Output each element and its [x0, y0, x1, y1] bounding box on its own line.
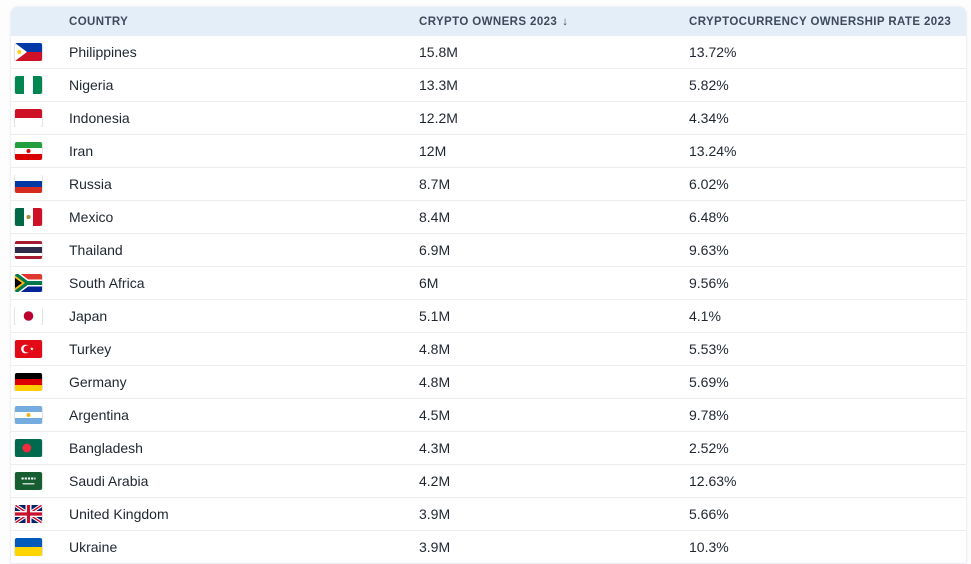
owners-value: 4.3M [419, 440, 451, 456]
table-row: Turkey 4.8M 5.53% [11, 333, 966, 366]
rate-value: 4.1% [689, 308, 721, 324]
country-name: Iran [69, 143, 94, 159]
owners-value: 4.5M [419, 407, 451, 423]
table-row: United Kingdom 3.9M 5.66% [11, 498, 966, 531]
table-row: Philippines 15.8M 13.72% [11, 36, 966, 69]
united-kingdom-flag [15, 505, 42, 523]
thailand-flag [15, 241, 42, 259]
table-header-row: COUNTRY CRYPTO OWNERS 2023 ↓ CRYPTOCURREN… [11, 7, 966, 36]
rate-value: 13.24% [689, 143, 737, 159]
saudi-arabia-flag [15, 472, 42, 490]
rate-value: 6.02% [689, 176, 729, 192]
south-africa-flag [15, 274, 42, 292]
owners-value: 3.9M [419, 506, 451, 522]
crypto-ownership-table: COUNTRY CRYPTO OWNERS 2023 ↓ CRYPTOCURREN… [10, 6, 967, 564]
country-name: Thailand [69, 242, 123, 258]
rate-value: 13.72% [689, 44, 737, 60]
table-row: Nigeria 13.3M 5.82% [11, 69, 966, 102]
owners-value: 4.8M [419, 341, 451, 357]
owners-value: 6.9M [419, 242, 451, 258]
owners-value: 3.9M [419, 539, 451, 555]
country-name: Argentina [69, 407, 129, 423]
rate-value: 5.53% [689, 341, 729, 357]
country-name: Philippines [69, 44, 137, 60]
country-name: Nigeria [69, 77, 114, 93]
country-name: Indonesia [69, 110, 130, 126]
philippines-flag [15, 43, 42, 61]
rate-value: 2.52% [689, 440, 729, 456]
owners-value: 8.7M [419, 176, 451, 192]
owners-value: 8.4M [419, 209, 451, 225]
owners-value: 4.8M [419, 374, 451, 390]
owners-value: 13.3M [419, 77, 458, 93]
rate-value: 5.82% [689, 77, 729, 93]
table-row: Argentina 4.5M 9.78% [11, 399, 966, 432]
country-name: Russia [69, 176, 112, 192]
country-name: Bangladesh [69, 440, 143, 456]
country-name: Japan [69, 308, 108, 324]
table-row: Saudi Arabia 4.2M 12.63% [11, 465, 966, 498]
column-header-crypto-owners[interactable]: CRYPTO OWNERS 2023 ↓ [419, 16, 689, 28]
owners-value: 12M [419, 143, 447, 159]
table-row: South Africa 6M 9.56% [11, 267, 966, 300]
nigeria-flag [15, 76, 42, 94]
sort-descending-icon: ↓ [562, 15, 569, 28]
country-name: Saudi Arabia [69, 473, 149, 489]
rate-value: 4.34% [689, 110, 729, 126]
table-row: Mexico 8.4M 6.48% [11, 201, 966, 234]
rate-value: 5.66% [689, 506, 729, 522]
column-header-ownership-rate[interactable]: CRYPTOCURRENCY OWNERSHIP RATE 2023 [689, 15, 952, 28]
ukraine-flag [15, 538, 42, 556]
rate-value: 9.56% [689, 275, 729, 291]
rate-value: 5.69% [689, 374, 729, 390]
russia-flag [15, 175, 42, 193]
table-row: Ukraine 3.9M 10.3% [11, 531, 966, 564]
table-body: Philippines 15.8M 13.72% Nigeria 13.3M 5… [11, 36, 966, 564]
iran-flag [15, 142, 42, 160]
table-row: Iran 12M 13.24% [11, 135, 966, 168]
turkey-flag [15, 340, 42, 358]
owners-value: 4.2M [419, 473, 451, 489]
table-row: Thailand 6.9M 9.63% [11, 234, 966, 267]
owners-value: 5.1M [419, 308, 451, 324]
rate-value: 10.3% [689, 539, 729, 555]
rate-value: 12.63% [689, 473, 737, 489]
table-row: Japan 5.1M 4.1% [11, 300, 966, 333]
indonesia-flag [15, 109, 42, 127]
table-row: Russia 8.7M 6.02% [11, 168, 966, 201]
table-row: Germany 4.8M 5.69% [11, 366, 966, 399]
column-header-country[interactable]: COUNTRY [69, 15, 129, 28]
rate-value: 9.63% [689, 242, 729, 258]
germany-flag [15, 373, 42, 391]
country-name: Mexico [69, 209, 114, 225]
country-name: South Africa [69, 275, 145, 291]
country-name: Turkey [69, 341, 112, 357]
country-name: United Kingdom [69, 506, 169, 522]
column-header-crypto-owners-label: CRYPTO OWNERS 2023 [419, 15, 558, 28]
bangladesh-flag [15, 439, 42, 457]
country-name: Germany [69, 374, 127, 390]
country-name: Ukraine [69, 539, 118, 555]
argentina-flag [15, 406, 42, 424]
owners-value: 12.2M [419, 110, 458, 126]
mexico-flag [15, 208, 42, 226]
rate-value: 6.48% [689, 209, 729, 225]
japan-flag [15, 307, 42, 325]
table-row: Bangladesh 4.3M 2.52% [11, 432, 966, 465]
table-row: Indonesia 12.2M 4.34% [11, 102, 966, 135]
owners-value: 6M [419, 275, 439, 291]
owners-value: 15.8M [419, 44, 458, 60]
rate-value: 9.78% [689, 407, 729, 423]
